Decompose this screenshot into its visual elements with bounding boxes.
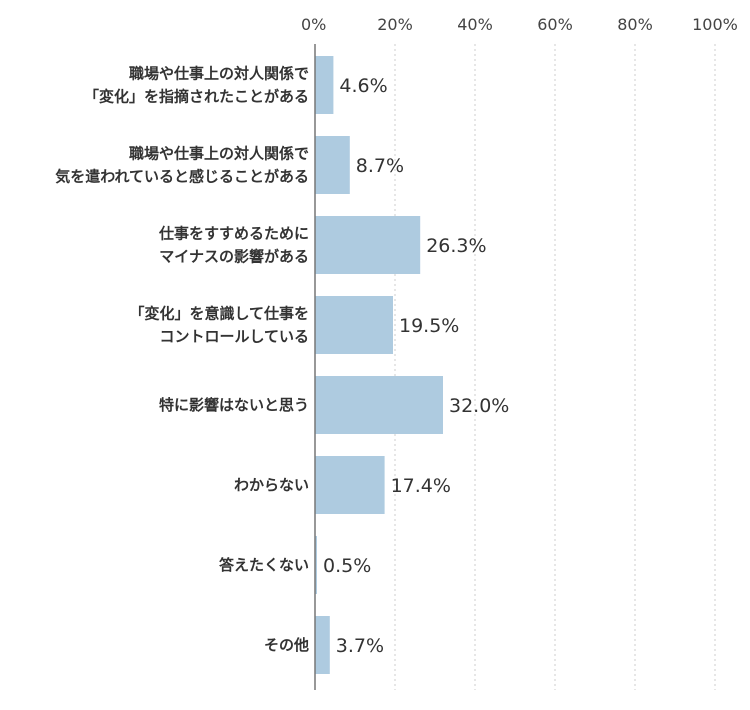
category-label: マイナスの影響がある: [159, 248, 309, 266]
category-label: 「変化」を指摘されたことがある: [84, 88, 309, 106]
value-label: 8.7%: [356, 155, 404, 177]
category-label: 職場や仕事上の対人関係で: [129, 65, 309, 83]
x-tick-label: 40%: [457, 15, 493, 34]
bar: [315, 376, 443, 434]
grid-layer: [394, 44, 716, 690]
bars: [315, 56, 443, 674]
category-labels: 職場や仕事上の対人関係で「変化」を指摘されたことがある職場や仕事上の対人関係で気…: [55, 65, 309, 655]
x-axis-ticks: 0% 20% 40% 60% 80% 100%: [301, 15, 738, 34]
category-label: 特に影響はないと思う: [159, 396, 309, 414]
category-label: 答えたくない: [219, 556, 309, 574]
value-label: 4.6%: [339, 75, 387, 97]
bar: [315, 296, 393, 354]
bar: [315, 616, 330, 674]
x-tick-label: 20%: [377, 15, 413, 34]
category-label: わからない: [234, 476, 309, 494]
x-tick-label: 0%: [301, 15, 326, 34]
category-label: 職場や仕事上の対人関係で: [129, 145, 309, 163]
bar: [315, 216, 421, 274]
category-label: 気を遣われていると感じることがある: [55, 168, 309, 186]
bar: [315, 536, 317, 594]
category-label: 仕事をすすめるために: [158, 225, 309, 243]
value-label: 26.3%: [426, 235, 486, 257]
category-label: その他: [264, 636, 309, 654]
x-tick-label: 100%: [692, 15, 738, 34]
bar: [315, 136, 350, 194]
value-label: 3.7%: [336, 635, 384, 657]
bar: [315, 456, 385, 514]
value-label: 17.4%: [391, 475, 451, 497]
value-labels: 4.6% 8.7% 26.3% 19.5% 32.0% 17.4% 0.5% 3.7%: [323, 75, 509, 657]
category-label: 「変化」を意識して仕事を: [129, 305, 309, 323]
category-label: コントロールしている: [159, 328, 309, 346]
value-label: 19.5%: [399, 315, 459, 337]
value-label: 32.0%: [449, 395, 509, 417]
x-tick-label: 80%: [617, 15, 653, 34]
value-label: 0.5%: [323, 555, 371, 577]
bar: [315, 56, 334, 114]
x-tick-label: 60%: [537, 15, 573, 34]
